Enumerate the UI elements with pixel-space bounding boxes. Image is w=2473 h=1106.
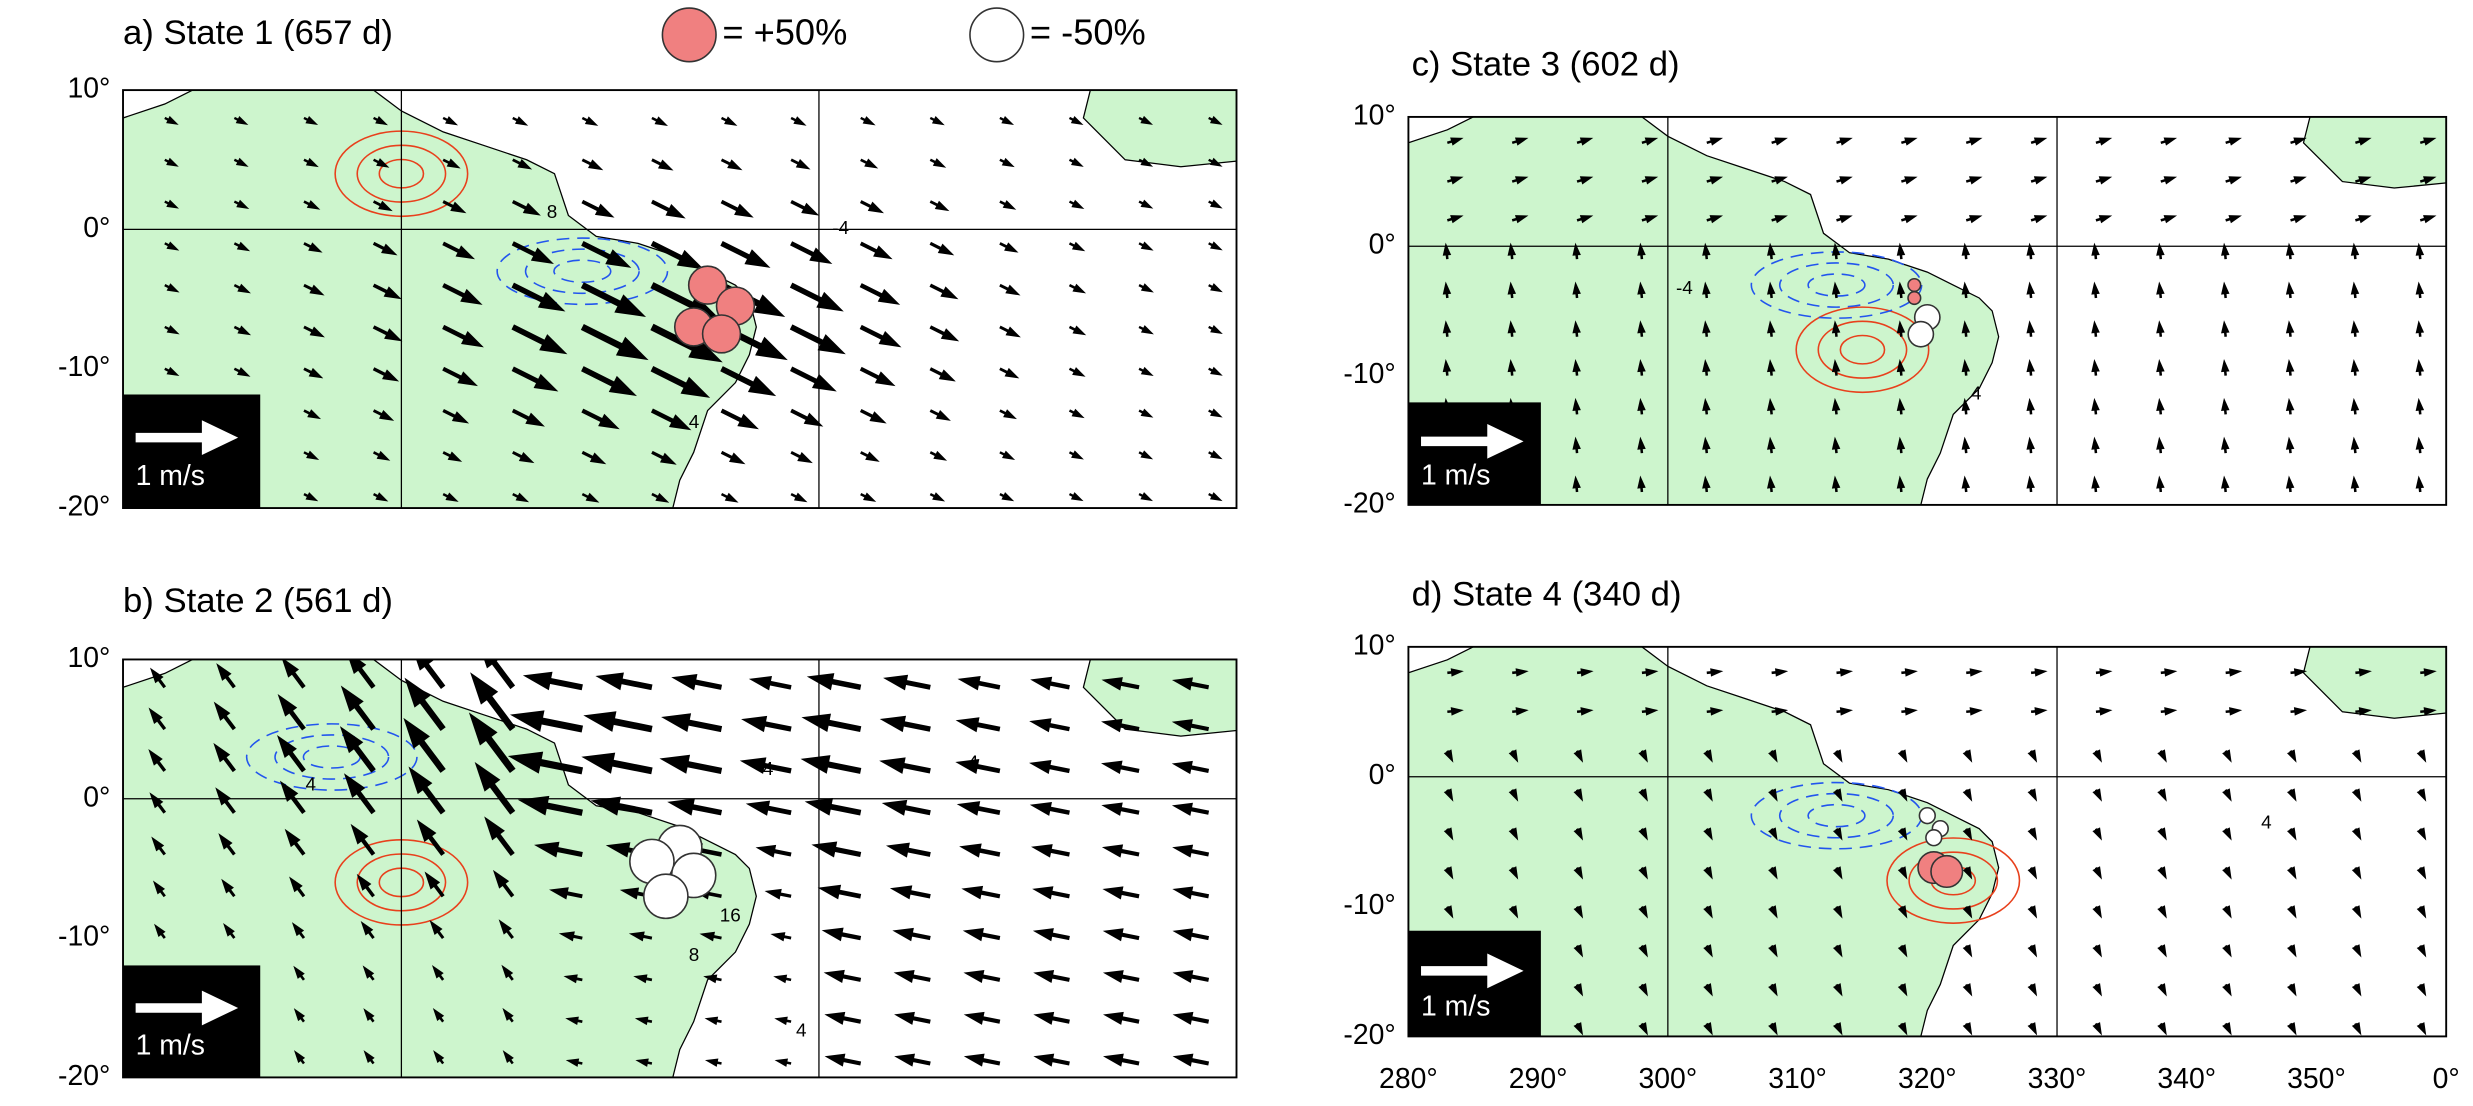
negative-circle xyxy=(1919,808,1935,824)
legend-positive-symbol xyxy=(662,8,716,62)
y-tick-label: 0° xyxy=(1369,759,1396,791)
x-tick-label: 350° xyxy=(2287,1063,2346,1095)
map-panel: 4 xyxy=(1408,621,2459,1063)
positive-circle xyxy=(1908,279,1921,292)
map-panel: 4 4 4 16 8 4 xyxy=(123,632,1250,1106)
contour-label: 4 xyxy=(1971,383,1982,404)
contour-label: 4 xyxy=(763,759,774,780)
x-tick-label: 310° xyxy=(1768,1063,1827,1095)
positive-circle xyxy=(703,315,741,353)
x-tick-label: 0° xyxy=(2433,1063,2460,1095)
x-tick-label: 280° xyxy=(1379,1063,1438,1095)
negative-circle xyxy=(644,874,688,918)
map-panel: 8 -4 4 xyxy=(123,62,1250,536)
y-tick-label: -20° xyxy=(1343,487,1395,519)
y-tick-label: 0° xyxy=(83,212,110,244)
legend-positive: = +50% xyxy=(722,11,847,52)
panel-title: c) State 3 (602 d) xyxy=(1412,46,1680,84)
y-tick-label: 0° xyxy=(1369,229,1396,261)
contour-label: -4 xyxy=(1676,278,1693,299)
scale-label: 1 m/s xyxy=(1421,460,1490,492)
negative-circle xyxy=(1926,830,1942,846)
positive-circle xyxy=(1931,856,1963,888)
panel-title: d) State 4 (340 d) xyxy=(1412,576,1682,614)
contour-label: 8 xyxy=(689,945,700,966)
y-tick-label: -20° xyxy=(1343,1019,1395,1051)
contour-label: 4 xyxy=(968,753,979,774)
contour-label: 4 xyxy=(796,1021,807,1042)
figure: = +50% = -50% 8 -4 4 1 m/s a) State 1 (657 d… xyxy=(0,0,2473,1106)
x-tick-label: 330° xyxy=(2028,1063,2087,1095)
y-tick-label: 10° xyxy=(67,73,110,105)
scale-label: 1 m/s xyxy=(136,1030,205,1062)
y-tick-label: -10° xyxy=(58,921,110,953)
legend-negative-symbol xyxy=(970,8,1024,62)
y-tick-label: -10° xyxy=(58,351,110,383)
negative-circle xyxy=(1908,322,1933,347)
contour-label: 8 xyxy=(547,202,558,223)
y-tick-label: -20° xyxy=(58,491,110,523)
contour-label: -4 xyxy=(832,218,849,239)
x-tick-label: 300° xyxy=(1639,1063,1698,1095)
y-tick-label: -10° xyxy=(1343,358,1395,390)
scale-label: 1 m/s xyxy=(136,460,205,492)
contour-label: 4 xyxy=(305,775,316,796)
y-tick-label: 0° xyxy=(83,781,110,813)
x-tick-label: 290° xyxy=(1509,1063,1568,1095)
scale-label: 1 m/s xyxy=(1421,990,1490,1022)
contour-label: 4 xyxy=(2261,812,2272,833)
x-tick-label: 320° xyxy=(1898,1063,1957,1095)
y-tick-label: 10° xyxy=(67,642,110,674)
legend-negative: = -50% xyxy=(1030,11,1146,52)
y-tick-label: -20° xyxy=(58,1060,110,1092)
map-panel: -4 4 xyxy=(1408,91,2459,531)
y-tick-label: 10° xyxy=(1353,99,1396,131)
y-tick-label: 10° xyxy=(1353,629,1396,661)
positive-circle xyxy=(1908,292,1921,305)
panel-title: a) State 1 (657 d) xyxy=(123,14,393,52)
panel-title: b) State 2 (561 d) xyxy=(123,582,393,620)
contour-label: 4 xyxy=(689,412,700,433)
x-tick-label: 340° xyxy=(2157,1063,2216,1095)
y-tick-label: -10° xyxy=(1343,889,1395,921)
contour-label: 16 xyxy=(720,906,741,927)
